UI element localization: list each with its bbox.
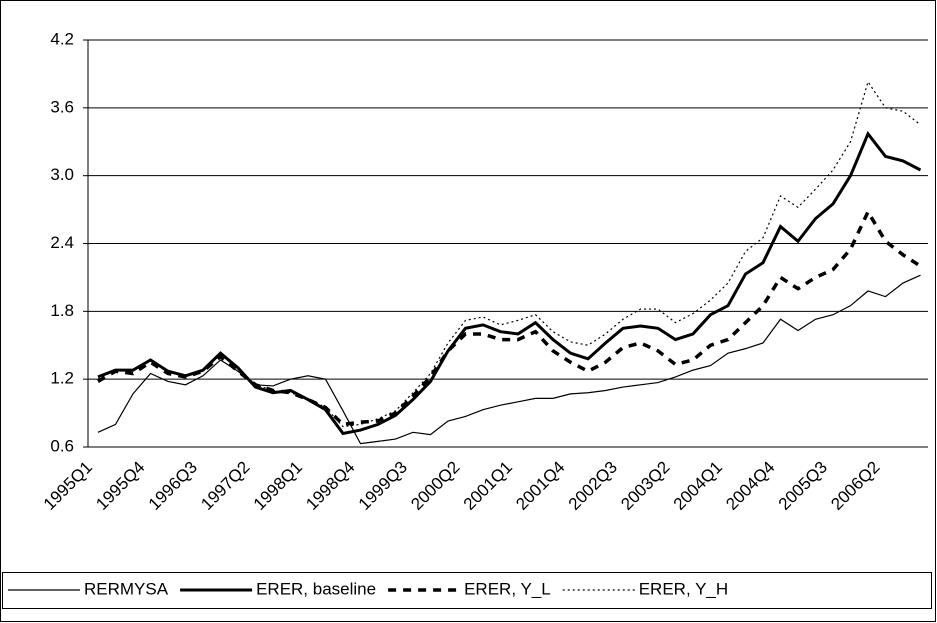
legend-box [2,572,932,609]
legend-label: ERER, Y_L [464,579,551,598]
y-tick-label: 0.6 [50,436,74,455]
y-tick-label: 2.4 [50,233,74,252]
y-tick-label: 1.8 [50,301,74,320]
series-line [97,274,921,445]
legend-label: ERER, baseline [256,579,376,598]
y-tick-label: 4.2 [50,29,74,48]
series-line [97,208,922,427]
y-tick-label: 3.0 [50,165,74,184]
series-line [97,130,922,436]
legend-label: ERER, Y_H [639,579,728,598]
y-tick-label: 3.6 [50,97,74,116]
y-tick-label: 1.2 [50,369,74,388]
legend-label: RERMYSA [84,579,169,598]
